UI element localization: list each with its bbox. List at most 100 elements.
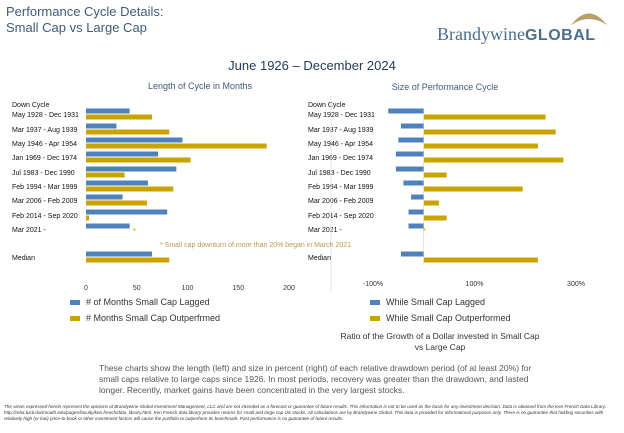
downturn-footnote: * Small cap downturn of more than 20% be…: [160, 242, 352, 249]
bar-outperformed: [423, 215, 447, 221]
right-legend: While Small Cap Lagged While Small Cap O…: [370, 297, 511, 329]
category-label: Jan 1969 - Dec 1974: [12, 155, 77, 162]
bar-lagged: [395, 166, 424, 172]
category-label: May 1928 - Dec 1931: [12, 112, 79, 119]
bar-outperformed: [423, 157, 564, 163]
x-tick-label: 200: [283, 285, 295, 292]
legend-swatch-gold: [70, 315, 80, 321]
category-label: Median: [308, 255, 331, 262]
category-label: Mar 2006 - Feb 2009: [308, 198, 373, 205]
category-label: May 1946 - Apr 1954: [12, 141, 77, 148]
bar-outperformed: [423, 172, 447, 178]
x-tick-label: -100%: [363, 281, 383, 288]
x-tick-label: 300%: [567, 281, 585, 288]
bar-outperformed: [86, 114, 152, 120]
category-label: Feb 2014 - Sep 2020: [12, 213, 78, 220]
bar-outperformed: [86, 257, 170, 263]
left-legend: # of Months Small Cap Lagged # Months Sm…: [70, 297, 220, 329]
right-chart-title: Size of Performance Cycle: [391, 82, 499, 92]
bar-lagged: [86, 180, 148, 186]
row-header: Down Cycle: [12, 102, 49, 109]
legend-swatch-blue: [370, 299, 380, 305]
bar-lagged: [86, 251, 152, 257]
bar-outperformed: [86, 172, 125, 178]
bar-lagged: [86, 223, 130, 229]
category-label: May 1928 - Dec 1931: [308, 112, 375, 119]
legend-label: While Small Cap Outperformed: [386, 313, 511, 323]
bar-outperformed: [86, 186, 174, 192]
left-chart-title: Length of Cycle in Months: [147, 81, 253, 91]
page-title: Performance Cycle Details: Small Cap vs …: [6, 4, 306, 36]
bar-outperformed: [86, 157, 191, 163]
bar-outperformed: [86, 143, 267, 149]
legend-item-lagged-size: While Small Cap Lagged: [370, 297, 511, 307]
bar-lagged: [86, 209, 168, 215]
legend-label: # of Months Small Cap Lagged: [86, 297, 210, 307]
bar-lagged: [411, 194, 424, 200]
bar-lagged: [86, 108, 130, 114]
logo-arc-icon: [571, 13, 607, 25]
category-label: Feb 2014 - Sep 2020: [308, 213, 374, 220]
brand-logo: BrandywineGLOBAL: [437, 8, 617, 52]
logo-word-global: GLOBAL: [524, 27, 596, 44]
legend-label: # Months Small Cap Outperfrmed: [86, 313, 221, 323]
category-label: Feb 1994 - Mar 1999: [308, 184, 373, 191]
legend-item-outperformed-months: # Months Small Cap Outperfrmed: [70, 313, 220, 323]
bar-lagged: [86, 123, 117, 129]
x-tick-label: 0: [84, 285, 88, 292]
bar-outperformed: [423, 186, 523, 192]
bar-outperformed: [423, 200, 439, 206]
page-title-line2: Small Cap vs Large Cap: [6, 20, 147, 35]
category-label: May 1946 - Apr 1954: [308, 141, 373, 148]
category-label: Mar 2021 -: [12, 227, 47, 234]
bar-lagged: [400, 123, 424, 129]
row-header: Down Cycle: [308, 102, 345, 109]
bar-lagged: [395, 151, 424, 157]
bar-outperformed: [86, 215, 90, 221]
bar-lagged: [408, 209, 424, 215]
category-label: Mar 2006 - Feb 2009: [12, 198, 77, 205]
legend-label: While Small Cap Lagged: [386, 297, 486, 307]
explanation-paragraph: These charts show the length (left) and …: [99, 363, 532, 395]
bar-lagged: [86, 194, 123, 200]
marker-asterisk: *: [423, 227, 426, 236]
bar-lagged: [388, 108, 424, 114]
bar-lagged: [398, 137, 424, 143]
bar-lagged: [86, 137, 183, 143]
legend-item-outperformed-size: While Small Cap Outperformed: [370, 313, 511, 323]
bar-outperformed: [423, 143, 538, 149]
bar-outperformed: [86, 200, 147, 206]
bar-outperformed: [423, 129, 556, 135]
size-bar-chart: Down Cycle May 1928 - Dec 1931 Mar 1937 - …: [308, 96, 585, 292]
bar-outperformed: [423, 114, 546, 120]
bar-lagged: [403, 180, 424, 186]
legend-swatch-gold: [370, 315, 380, 321]
marker-asterisk: *: [133, 227, 136, 236]
legend-item-lagged-months: # of Months Small Cap Lagged: [70, 297, 220, 307]
x-tick-label: 50: [133, 285, 141, 292]
category-label: Jul 1983 - Dec 1990: [12, 170, 75, 177]
bar-lagged: [86, 166, 177, 172]
bar-outperformed: [86, 129, 170, 135]
x-tick-label: 150: [232, 285, 244, 292]
right-chart-xlabel: Ratio of the Growth of a Dollar invested…: [340, 331, 540, 352]
bar-lagged: [400, 251, 424, 257]
bar-outperformed: [423, 257, 538, 263]
logo-word-brandywine: Brandywine: [437, 24, 525, 44]
category-label: Mar 2021 -: [308, 227, 343, 234]
legal-disclaimer: The views expressed herein represent the…: [4, 404, 607, 422]
page-title-line1: Performance Cycle Details:: [6, 4, 164, 19]
months-bar-chart: Down Cycle May 1928 - Dec 1931 Mar 1937 - …: [12, 102, 295, 292]
category-label: Feb 1994 - Mar 1999: [12, 184, 77, 191]
x-tick-label: 100%: [466, 281, 484, 288]
category-label: Mar 1937 - Aug 1939: [12, 127, 77, 134]
bar-lagged: [408, 223, 424, 229]
category-label: Jul 1983 - Dec 1990: [308, 170, 371, 177]
date-range-subtitle: June 1926 – December 2024: [228, 58, 396, 73]
category-label: Mar 1937 - Aug 1939: [308, 127, 373, 134]
x-tick-label: 100: [182, 285, 194, 292]
legend-swatch-blue: [70, 299, 80, 305]
bar-lagged: [86, 151, 159, 157]
category-label: Jan 1969 - Dec 1974: [308, 155, 373, 162]
category-label: Median: [12, 255, 35, 262]
